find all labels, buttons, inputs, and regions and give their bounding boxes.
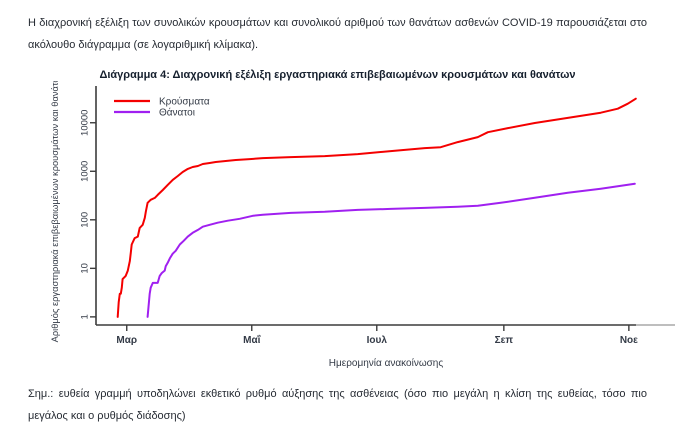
x-tick-label: Σεπ — [495, 335, 514, 346]
x-tick-label: Νοε — [620, 335, 638, 346]
figure-diagram-4: Διάγραμμα 4: Διαχρονική εξέλιξη εργαστηρ… — [28, 69, 675, 381]
x-tick-label: Μαρ — [116, 335, 137, 346]
legend-label-cases: Κρούσματα — [159, 96, 210, 108]
y-axis-title: Αριθμός εργαστηριακά επιβεβαιωμένων κρου… — [50, 81, 60, 342]
legend-label-deaths: Θάνατοι — [159, 107, 195, 119]
cases-line — [116, 97, 637, 318]
covid-log-line-chart: 1 10 100 1000 10000 Μαρ Μαΐ Ιουλ Σεπ Νοε Ημερομηνί… — [50, 81, 675, 369]
y-tick-label: 1 — [80, 314, 91, 319]
deaths-line — [146, 182, 636, 318]
x-tick-label: Ιουλ — [367, 335, 388, 346]
x-tick-label: Μαΐ — [243, 334, 261, 346]
x-axis-title: Ημερομηνία ανακοίνωσης — [329, 357, 444, 369]
figure-footnote: Σημ.: ευθεία γραμμή υποδηλώνει εκθετικό … — [28, 388, 647, 422]
intro-paragraph: Η διαχρονική εξέλιξη των συνολικών κρουσ… — [28, 17, 647, 51]
y-tick-label: 1000 — [80, 161, 91, 182]
y-tick-label: 100 — [80, 212, 91, 228]
y-tick-label: 10 — [80, 263, 91, 274]
y-tick-label: 10000 — [80, 110, 91, 136]
figure-title: Διάγραμμα 4: Διαχρονική εξέλιξη εργαστηρ… — [99, 69, 576, 81]
